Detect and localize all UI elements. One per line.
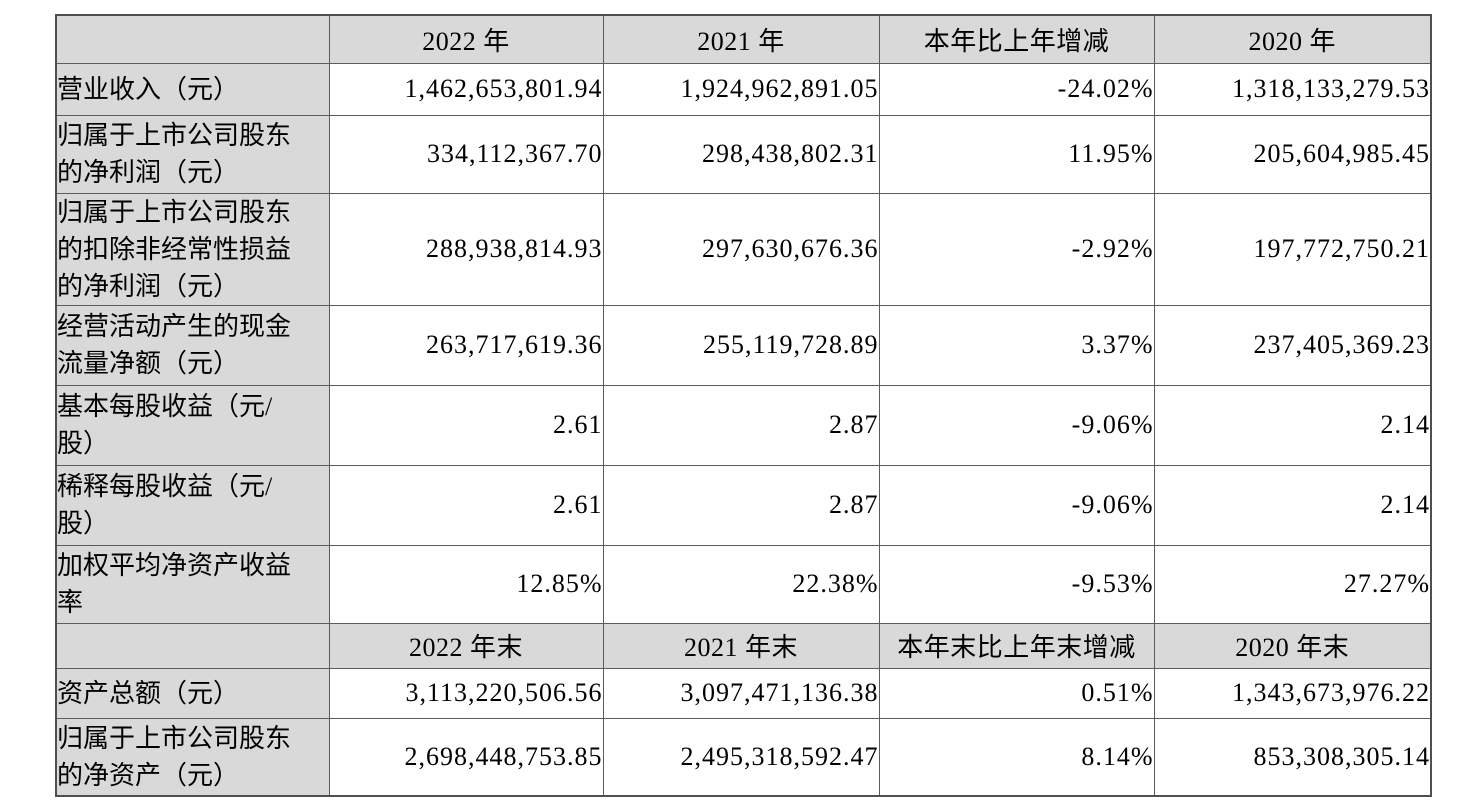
corner-cell-year-end [55, 622, 330, 669]
financial-summary-table: 2022 年 2021 年 本年比上年增减 2020 年 营业收入（元） 1,4… [55, 14, 1432, 797]
cell-value: -9.53% [878, 544, 1155, 624]
cell-value: -2.92% [878, 192, 1155, 306]
row-operating-cash-flow: 经营活动产生的现金 流量净额（元） 263,717,619.36 255,119… [55, 304, 1432, 386]
cell-value: 1,924,962,891.05 [602, 62, 880, 116]
row-label: 营业收入（元） [55, 62, 330, 116]
cell-value: 2,495,318,592.47 [602, 717, 880, 797]
cell-value: 853,308,305.14 [1153, 717, 1432, 797]
row-net-assets-attributable: 归属于上市公司股东 的净资产（元） 2,698,448,753.85 2,495… [55, 717, 1432, 797]
col-header-yoy-change: 本年比上年增减 [878, 14, 1155, 64]
row-basic-eps: 基本每股收益（元/ 股） 2.61 2.87 -9.06% 2.14 [55, 384, 1432, 466]
cell-value: 197,772,750.21 [1153, 192, 1432, 306]
col-header-2020: 2020 年 [1153, 14, 1432, 64]
row-operating-revenue: 营业收入（元） 1,462,653,801.94 1,924,962,891.0… [55, 62, 1432, 116]
cell-value: 2.61 [328, 464, 604, 546]
cell-value: 2.87 [602, 464, 880, 546]
col-header-2022-year-end: 2022 年末 [328, 622, 604, 669]
cell-value: 1,462,653,801.94 [328, 62, 604, 116]
cell-value: -9.06% [878, 464, 1155, 546]
cell-value: 288,938,814.93 [328, 192, 604, 306]
cell-value: 1,343,673,976.22 [1153, 667, 1432, 719]
row-label: 经营活动产生的现金 流量净额（元） [55, 304, 330, 386]
cell-value: 0.51% [878, 667, 1155, 719]
cell-value: 22.38% [602, 544, 880, 624]
cell-value: -24.02% [878, 62, 1155, 116]
col-header-2021: 2021 年 [602, 14, 880, 64]
col-header-2021-year-end: 2021 年末 [602, 622, 880, 669]
cell-value: 2.61 [328, 384, 604, 466]
cell-value: 2,698,448,753.85 [328, 717, 604, 797]
row-weighted-avg-roe: 加权平均净资产收益 率 12.85% 22.38% -9.53% 27.27% [55, 544, 1432, 624]
row-label: 归属于上市公司股东 的扣除非经常性损益 的净利润（元） [55, 192, 330, 306]
row-label: 归属于上市公司股东 的净资产（元） [55, 717, 330, 797]
row-label: 归属于上市公司股东 的净利润（元） [55, 114, 330, 194]
cell-value: -9.06% [878, 384, 1155, 466]
cell-value: 237,405,369.23 [1153, 304, 1432, 386]
row-label: 资产总额（元） [55, 667, 330, 719]
cell-value: 298,438,802.31 [602, 114, 880, 194]
annual-header-row: 2022 年 2021 年 本年比上年增减 2020 年 [55, 14, 1432, 64]
row-net-profit-excl-nonrecurring: 归属于上市公司股东 的扣除非经常性损益 的净利润（元） 288,938,814.… [55, 192, 1432, 306]
cell-value: 3.37% [878, 304, 1155, 386]
corner-cell [55, 14, 330, 64]
row-label: 加权平均净资产收益 率 [55, 544, 330, 624]
cell-value: 205,604,985.45 [1153, 114, 1432, 194]
cell-value: 3,097,471,136.38 [602, 667, 880, 719]
cell-value: 263,717,619.36 [328, 304, 604, 386]
row-net-profit-attributable: 归属于上市公司股东 的净利润（元） 334,112,367.70 298,438… [55, 114, 1432, 194]
cell-value: 11.95% [878, 114, 1155, 194]
cell-value: 8.14% [878, 717, 1155, 797]
row-diluted-eps: 稀释每股收益（元/ 股） 2.61 2.87 -9.06% 2.14 [55, 464, 1432, 546]
cell-value: 12.85% [328, 544, 604, 624]
col-header-2020-year-end: 2020 年末 [1153, 622, 1432, 669]
cell-value: 255,119,728.89 [602, 304, 880, 386]
col-header-2022: 2022 年 [328, 14, 604, 64]
row-total-assets: 资产总额（元） 3,113,220,506.56 3,097,471,136.3… [55, 667, 1432, 719]
cell-value: 2.14 [1153, 464, 1432, 546]
cell-value: 2.87 [602, 384, 880, 466]
cell-value: 334,112,367.70 [328, 114, 604, 194]
row-label: 基本每股收益（元/ 股） [55, 384, 330, 466]
row-label: 稀释每股收益（元/ 股） [55, 464, 330, 546]
cell-value: 27.27% [1153, 544, 1432, 624]
cell-value: 2.14 [1153, 384, 1432, 466]
cell-value: 1,318,133,279.53 [1153, 62, 1432, 116]
col-header-year-end-change: 本年末比上年末增减 [878, 622, 1155, 669]
cell-value: 3,113,220,506.56 [328, 667, 604, 719]
year-end-header-row: 2022 年末 2021 年末 本年末比上年末增减 2020 年末 [55, 622, 1432, 669]
cell-value: 297,630,676.36 [602, 192, 880, 306]
